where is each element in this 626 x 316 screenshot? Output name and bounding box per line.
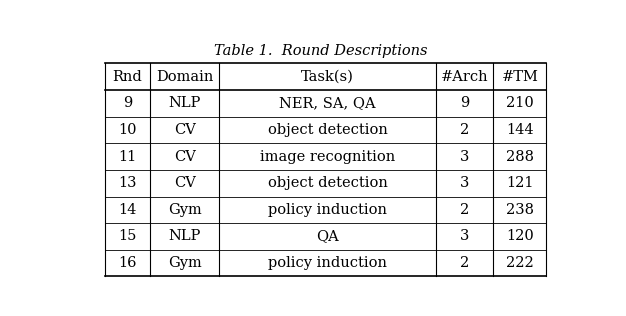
Text: policy induction: policy induction (268, 203, 387, 217)
Text: Gym: Gym (168, 256, 202, 270)
Text: 144: 144 (506, 123, 533, 137)
Text: 16: 16 (118, 256, 136, 270)
Text: 2: 2 (460, 203, 470, 217)
Text: CV: CV (173, 176, 195, 190)
Text: 238: 238 (506, 203, 534, 217)
Text: 288: 288 (506, 149, 534, 164)
Text: Rnd: Rnd (113, 70, 142, 84)
Text: Task(s): Task(s) (301, 70, 354, 84)
Text: Domain: Domain (156, 70, 213, 84)
Text: 3: 3 (460, 149, 470, 164)
Text: QA: QA (316, 229, 339, 243)
Text: 13: 13 (118, 176, 136, 190)
Text: 10: 10 (118, 123, 136, 137)
Text: object detection: object detection (268, 176, 387, 190)
Text: 15: 15 (118, 229, 136, 243)
Text: 222: 222 (506, 256, 534, 270)
Text: #TM: #TM (501, 70, 538, 84)
Text: 121: 121 (506, 176, 533, 190)
Text: #Arch: #Arch (441, 70, 488, 84)
Text: 2: 2 (460, 256, 470, 270)
Text: 14: 14 (118, 203, 136, 217)
Text: Table 1.  Round Descriptions: Table 1. Round Descriptions (214, 44, 428, 58)
Text: NER, SA, QA: NER, SA, QA (279, 96, 376, 110)
Text: 11: 11 (118, 149, 136, 164)
Text: CV: CV (173, 123, 195, 137)
Text: 3: 3 (460, 176, 470, 190)
Text: 2: 2 (460, 123, 470, 137)
Text: image recognition: image recognition (260, 149, 396, 164)
Text: 9: 9 (123, 96, 132, 110)
Text: policy induction: policy induction (268, 256, 387, 270)
Text: NLP: NLP (168, 229, 201, 243)
Text: 9: 9 (460, 96, 470, 110)
Text: Gym: Gym (168, 203, 202, 217)
Text: object detection: object detection (268, 123, 387, 137)
Text: 120: 120 (506, 229, 534, 243)
Text: 210: 210 (506, 96, 534, 110)
Text: CV: CV (173, 149, 195, 164)
Text: NLP: NLP (168, 96, 201, 110)
Text: 3: 3 (460, 229, 470, 243)
